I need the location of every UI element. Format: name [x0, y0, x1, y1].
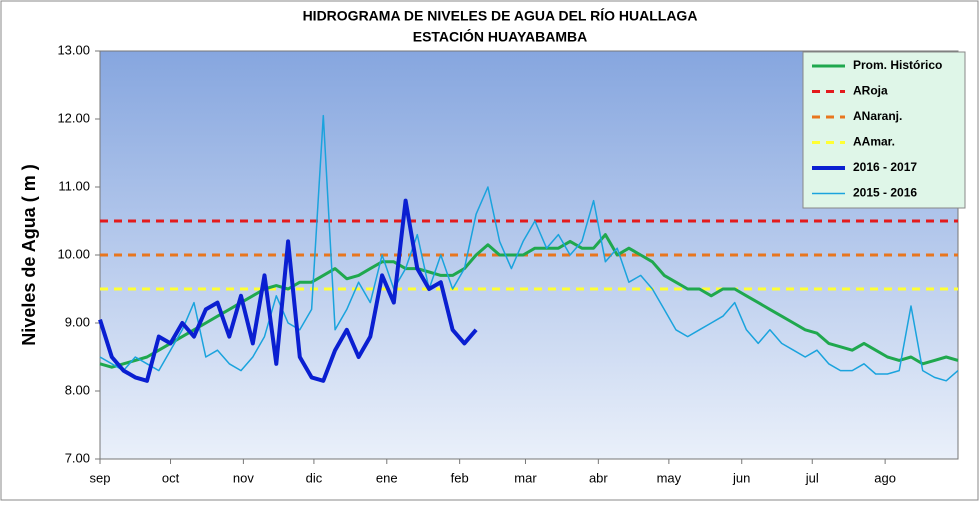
y-tick-label: 7.00	[65, 450, 90, 465]
x-tick-label: jun	[732, 470, 750, 485]
x-tick-label: mar	[514, 470, 537, 485]
x-tick-label: abr	[589, 470, 608, 485]
x-tick-label: ene	[376, 470, 398, 485]
x-tick-label: jul	[805, 470, 819, 485]
legend-label: ANaranj.	[853, 109, 902, 123]
legend-label: 2016 - 2017	[853, 160, 917, 174]
y-tick-label: 13.00	[57, 42, 90, 57]
chart-subtitle: ESTACIÓN HUAYABAMBA	[413, 28, 588, 45]
y-tick-label: 10.00	[57, 246, 90, 261]
y-axis-label: Niveles de Agua ( m )	[19, 164, 39, 345]
x-tick-label: oct	[162, 470, 180, 485]
chart-title: HIDROGRAMA DE NIVELES DE AGUA DEL RÍO HU…	[303, 8, 698, 24]
y-tick-label: 11.00	[58, 178, 90, 193]
legend-label: Prom. Histórico	[853, 58, 942, 72]
x-tick-label: may	[657, 470, 682, 485]
legend-label: ARoja	[853, 84, 888, 98]
series-line	[99, 114, 959, 382]
x-tick-label: dic	[306, 470, 323, 485]
y-tick-label: 12.00	[57, 110, 90, 125]
x-tick-label: feb	[451, 470, 469, 485]
y-tick-label: 9.00	[65, 314, 90, 329]
legend-label: 2015 - 2016	[853, 186, 917, 200]
x-tick-label: nov	[233, 470, 254, 485]
x-tick-label: sep	[90, 470, 111, 485]
legend	[802, 51, 966, 209]
y-tick-label: 8.00	[65, 382, 90, 397]
legend-label: AAmar.	[853, 135, 895, 149]
x-tick-label: ago	[874, 470, 896, 485]
series-line	[98, 198, 478, 383]
